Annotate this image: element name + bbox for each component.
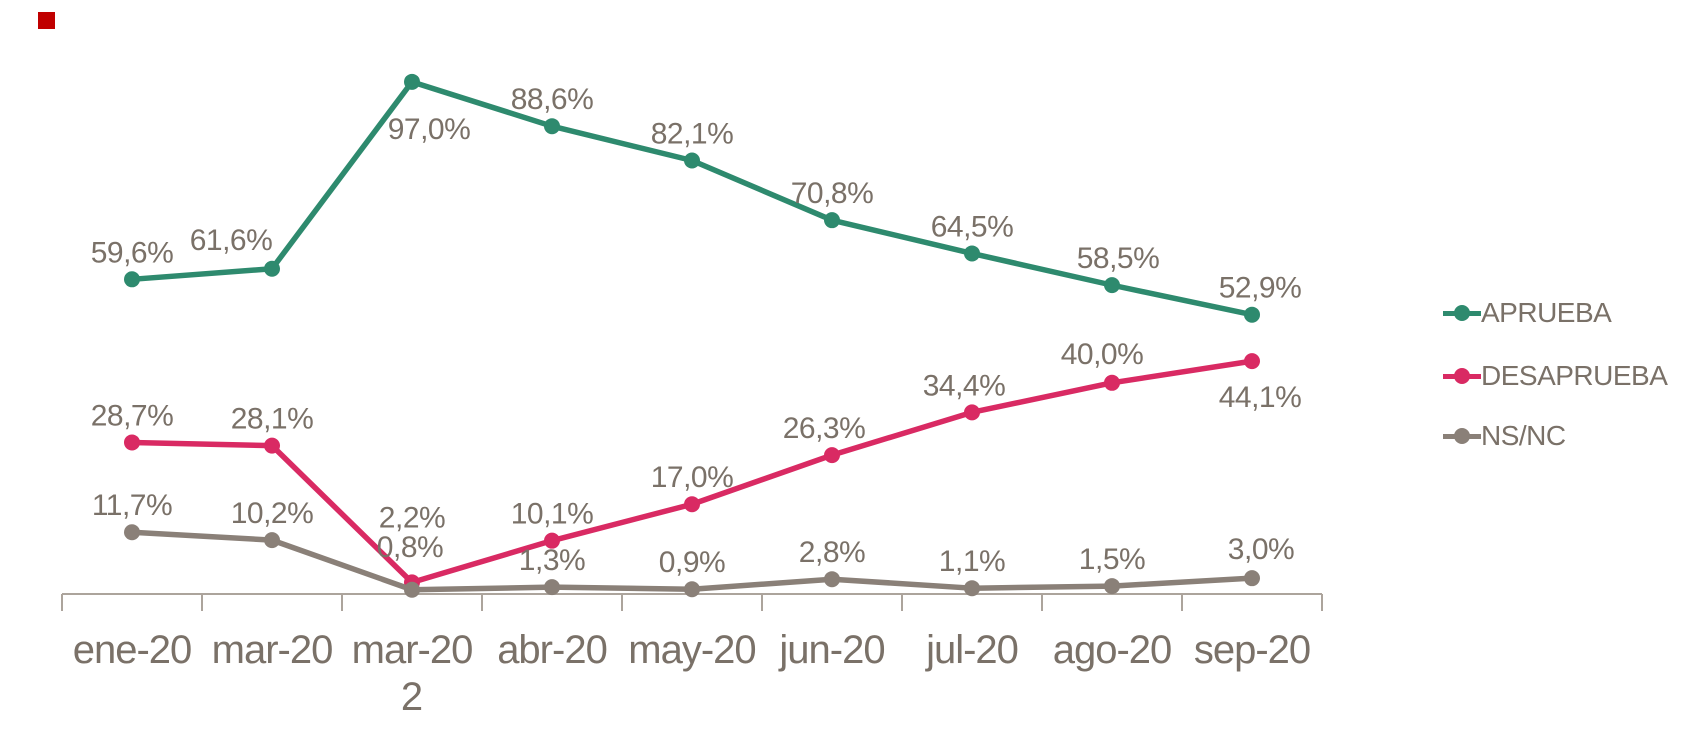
x-axis-label: jun-20 <box>778 628 884 672</box>
data-point <box>544 579 560 596</box>
data-point <box>684 152 700 169</box>
data-label: 58,5% <box>1077 242 1160 275</box>
data-label: 88,6% <box>511 83 594 116</box>
data-label: 40,0% <box>1061 338 1144 371</box>
data-label: 3,0% <box>1228 533 1294 566</box>
data-point <box>964 580 980 597</box>
data-label: 59,6% <box>91 236 174 269</box>
legend-label-desaprueba: DESAPRUEBA <box>1481 360 1668 391</box>
data-point <box>264 532 280 549</box>
legend-item-aprueba: APRUEBA <box>1443 296 1612 330</box>
data-point <box>824 447 840 464</box>
data-point <box>1244 306 1260 323</box>
data-point <box>1244 353 1260 370</box>
x-axis-label: sep-20 <box>1194 628 1310 672</box>
data-label: 1,3% <box>519 544 585 577</box>
data-label: 26,3% <box>783 412 866 445</box>
data-label: 82,1% <box>651 118 734 151</box>
data-point <box>404 581 420 598</box>
data-point <box>824 571 840 588</box>
data-point <box>124 271 140 288</box>
data-label: 64,5% <box>931 210 1014 243</box>
data-point <box>544 118 560 135</box>
x-axis-label: mar-20 <box>352 628 473 672</box>
legend-label-aprueba: APRUEBA <box>1481 297 1612 328</box>
aprueba-legend-marker-icon <box>1443 305 1481 321</box>
data-point <box>544 532 560 549</box>
data-label: 0,8% <box>377 531 443 564</box>
corner-red-square-decoration <box>38 12 55 29</box>
data-point <box>264 260 280 277</box>
legend-item-desaprueba: DESAPRUEBA <box>1443 359 1668 393</box>
x-axis-label: jul-20 <box>925 628 1018 672</box>
data-point <box>1104 374 1120 391</box>
data-point <box>264 437 280 454</box>
data-point <box>1244 570 1260 587</box>
data-point <box>124 434 140 451</box>
data-label: 10,1% <box>511 498 594 531</box>
data-label: 97,0% <box>388 113 471 146</box>
data-point <box>824 212 840 229</box>
data-label: 28,7% <box>91 399 174 432</box>
x-axis-label-line2: 2 <box>401 675 423 719</box>
x-axis-label: mar-20 <box>212 628 333 672</box>
desaprueba-legend-marker-icon <box>1443 368 1481 384</box>
data-label: 52,9% <box>1219 272 1302 305</box>
data-point <box>124 524 140 541</box>
data-point <box>1104 578 1120 595</box>
x-axis-label: ago-20 <box>1053 628 1172 672</box>
data-label: 2,8% <box>799 536 865 569</box>
data-label: 10,2% <box>231 497 314 530</box>
x-axis-label: may-20 <box>628 628 755 672</box>
legend-label-nsnc: NS/NC <box>1481 420 1566 451</box>
legend-item-nsnc: NS/NC <box>1443 419 1566 453</box>
data-label: 34,4% <box>923 369 1006 402</box>
data-label: 11,7% <box>92 489 172 522</box>
data-point <box>404 73 420 90</box>
data-label: 17,0% <box>651 461 734 494</box>
data-point <box>964 245 980 262</box>
data-label: 28,1% <box>231 403 314 436</box>
data-label: 2,2% <box>379 501 445 534</box>
data-label: 1,1% <box>939 545 1005 578</box>
data-point <box>684 496 700 513</box>
data-point <box>1104 277 1120 294</box>
data-point <box>684 581 700 598</box>
x-axis-label: ene-20 <box>73 628 192 672</box>
data-point <box>964 404 980 421</box>
data-label: 61,6% <box>190 224 273 257</box>
data-label: 70,8% <box>791 177 874 210</box>
data-label: 1,5% <box>1079 543 1145 576</box>
x-axis-label: abr-20 <box>497 628 607 672</box>
data-label: 0,9% <box>659 546 725 579</box>
nsnc-legend-marker-icon <box>1443 428 1481 444</box>
data-label: 44,1% <box>1219 381 1302 414</box>
